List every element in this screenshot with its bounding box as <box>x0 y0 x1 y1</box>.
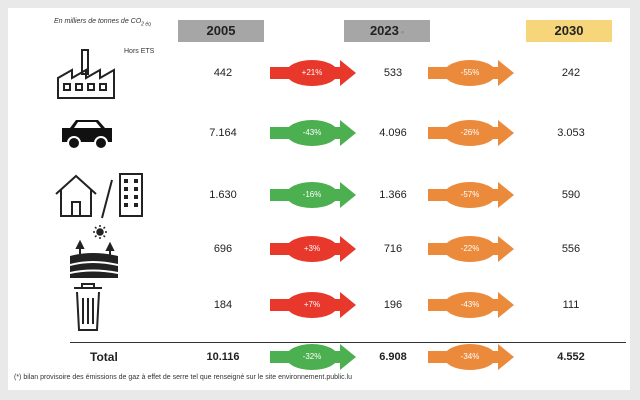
provisional-mark: ◦ <box>400 27 405 37</box>
change-arrow-1: +3% <box>270 234 356 264</box>
agriculture-icon <box>52 224 172 280</box>
total-value-2030: 4.552 <box>557 351 585 363</box>
change-arrow-2: -26% <box>428 118 514 148</box>
unit-label: En milliers de tonnes de CO2 éq <box>54 18 174 27</box>
sector-row: 1.630 -16% 1.366 -57% 590 <box>8 164 630 230</box>
change-arrow-2: -34% <box>428 342 514 372</box>
trash-bin-icon <box>52 280 172 336</box>
total-value-2005: 10.116 <box>206 351 240 363</box>
change-percent: +7% <box>303 300 321 309</box>
change-arrow-1: -16% <box>270 180 356 210</box>
value-2005: 442 <box>213 67 233 79</box>
value-2030: 590 <box>561 189 581 201</box>
change-percent: -34% <box>460 352 480 361</box>
unit-label-sub: 2 éq <box>141 21 151 28</box>
value-2005: 7.164 <box>209 127 237 139</box>
change-arrow-2: -22% <box>428 234 514 264</box>
total-divider <box>70 342 626 343</box>
house-building-icon <box>52 170 172 226</box>
value-2030: 556 <box>561 243 581 255</box>
total-value-2023: 6.908 <box>379 351 407 363</box>
change-percent: -26% <box>460 128 480 137</box>
year-label: 2023 <box>369 23 399 38</box>
value-2030: 242 <box>561 67 581 79</box>
emissions-card: En milliers de tonnes de CO2 éq 2005 202… <box>8 8 630 390</box>
value-2023: 716 <box>383 243 403 255</box>
change-percent: -16% <box>302 190 322 199</box>
change-arrow-2: -43% <box>428 290 514 320</box>
year-label: 2005 <box>206 23 236 38</box>
icon-caption: Hors ETS <box>124 48 155 55</box>
value-2005: 184 <box>213 299 233 311</box>
value-2005: 696 <box>213 243 233 255</box>
year-header-2030: 2030 <box>526 20 612 42</box>
change-percent: -32% <box>302 352 322 361</box>
unit-label-main: En milliers de tonnes de CO <box>54 18 142 25</box>
change-arrow-1: +7% <box>270 290 356 320</box>
value-2005: 1.630 <box>209 189 237 201</box>
sector-row: Hors ETS 442 +21% 533 -55% 242 <box>8 42 630 108</box>
change-arrow-2: -57% <box>428 180 514 210</box>
change-percent: -43% <box>302 128 322 137</box>
total-row: Total 10.116 -32% 6.908 -34% 4.552 <box>8 326 630 392</box>
sector-row: 7.164 -43% 4.096 -26% 3.053 <box>8 102 630 168</box>
change-percent: -43% <box>460 300 480 309</box>
change-arrow-1: +21% <box>270 58 356 88</box>
change-percent: -22% <box>460 244 480 253</box>
change-percent: -55% <box>460 68 480 77</box>
sector-row: 696 +3% 716 -22% 556 <box>8 218 630 284</box>
year-header-2023: 2023 ◦ <box>344 20 430 42</box>
value-2023: 1.366 <box>379 189 407 201</box>
change-percent: -57% <box>460 190 480 199</box>
value-2023: 4.096 <box>379 127 407 139</box>
change-percent: +21% <box>301 68 323 77</box>
value-2023: 196 <box>383 299 403 311</box>
change-arrow-1: -32% <box>270 342 356 372</box>
change-percent: +3% <box>303 244 321 253</box>
year-header-2005: 2005 <box>178 20 264 42</box>
value-2023: 533 <box>383 67 403 79</box>
change-arrow-2: -55% <box>428 58 514 88</box>
year-label: 2030 <box>554 23 584 38</box>
sector-row: 184 +7% 196 -43% 111 <box>8 274 630 340</box>
footnote: (*) bilan provisoire des émissions de ga… <box>14 374 352 381</box>
total-label: Total <box>90 350 118 364</box>
value-2030: 3.053 <box>557 127 585 139</box>
factory-icon <box>52 48 172 104</box>
change-arrow-1: -43% <box>270 118 356 148</box>
car-icon <box>52 108 172 164</box>
value-2030: 111 <box>562 299 580 311</box>
